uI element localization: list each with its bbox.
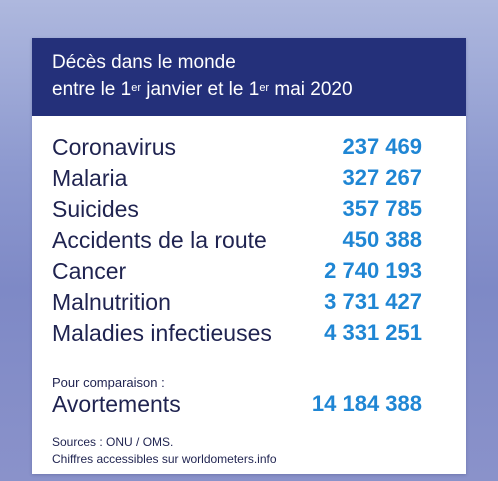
cause-label: Maladies infectieuses [52,320,272,346]
death-count: 2 740 193 [324,258,422,283]
cause-label: Suicides [52,196,139,222]
list-item: Malnutrition 3 731 427 [32,287,466,317]
cause-label: Accidents de la route [52,227,267,253]
sources-line: Sources : ONU / OMS. [52,435,174,449]
death-count: 327 267 [342,165,422,190]
list-item: Malaria 327 267 [32,163,466,193]
sources-text: Sources : ONU / OMS. Chiffres accessible… [52,434,277,468]
death-count: 237 469 [342,134,422,159]
cause-label: Cancer [52,258,127,284]
comparison-label: Avortements [52,391,181,417]
list-item: Suicides 357 785 [32,194,466,224]
cause-label: Malaria [52,165,128,191]
death-count: 450 388 [342,227,422,252]
death-count: 3 731 427 [324,289,422,314]
deaths-card: Décès dans le monde entre le 1er janvier… [32,38,466,474]
header-subtitle: entre le 1er janvier et le 1er mai 2020 [52,79,353,100]
sources-line: Chiffres accessibles sur worldometers.in… [52,452,277,466]
death-count: 357 785 [342,196,422,221]
death-count: 4 331 251 [324,320,422,345]
header-title: Décès dans le monde [52,52,236,73]
list-item: Cancer 2 740 193 [32,256,466,286]
list-item: Accidents de la route 450 388 [32,225,466,255]
card-header: Décès dans le monde entre le 1er janvier… [32,38,466,116]
cause-label: Coronavirus [52,134,176,160]
list-item: Maladies infectieuses 4 331 251 [32,318,466,348]
comparison-row: Avortements 14 184 388 [32,389,466,419]
comparison-note: Pour comparaison : [52,375,165,390]
list-item: Coronavirus 237 469 [32,132,466,162]
cause-label: Malnutrition [52,289,171,315]
comparison-count: 14 184 388 [311,391,422,416]
